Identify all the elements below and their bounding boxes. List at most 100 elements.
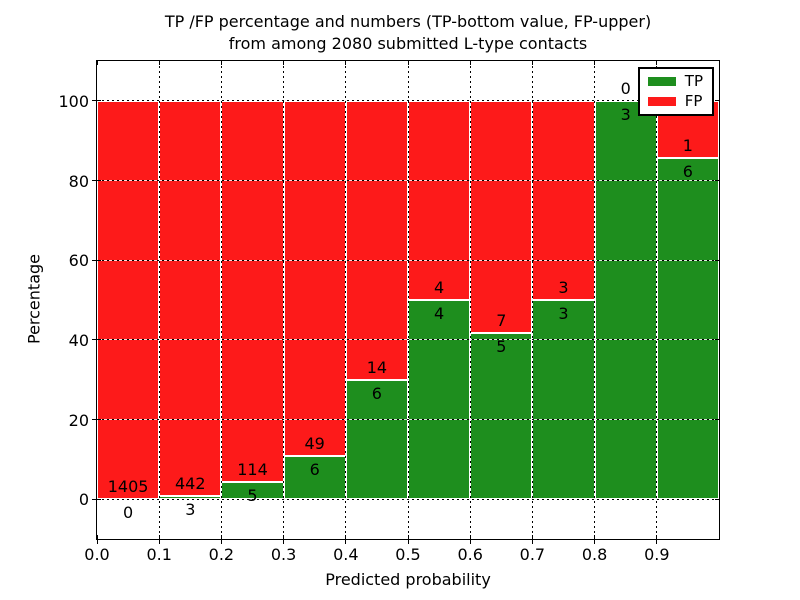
gridline-horizontal <box>97 419 719 420</box>
y-tick-label: 100 <box>58 91 89 111</box>
gridline-vertical <box>656 61 658 539</box>
x-tick-mark-top <box>345 61 347 65</box>
bar-segment-fp <box>345 100 408 380</box>
x-tick-mark <box>220 535 222 544</box>
x-tick-mark <box>158 535 160 544</box>
y-tick-mark-right <box>715 180 719 181</box>
y-tick-mark-right <box>715 259 719 261</box>
bar-label-tp: 3 <box>620 104 631 124</box>
chart-title-line1: TP /FP percentage and numbers (TP-bottom… <box>164 12 652 31</box>
bar-label-fp: 7 <box>496 311 507 331</box>
x-tick-label: 0.4 <box>333 545 359 564</box>
bar-segment-fp <box>97 100 160 500</box>
gridline-horizontal <box>97 100 719 102</box>
x-tick-label: 0.0 <box>84 545 110 564</box>
x-tick-mark-top <box>531 61 533 65</box>
chart-title-line2: from among 2080 submitted L-type contact… <box>228 34 588 53</box>
bar-label-fp: 49 <box>304 433 325 453</box>
gridline-vertical <box>469 61 471 539</box>
gridline-vertical <box>220 61 222 539</box>
x-tick-mark-top <box>656 61 658 65</box>
bar-label-tp: 6 <box>371 383 382 403</box>
bar-segment-tp <box>656 157 719 500</box>
legend-label: FP <box>684 92 703 110</box>
x-tick-mark <box>656 535 658 544</box>
x-tick-mark-top <box>96 61 98 65</box>
gridline-horizontal <box>97 180 719 181</box>
bar-segment-tp <box>470 333 533 500</box>
y-tick-label: 0 <box>78 490 89 510</box>
y-tick-mark-right <box>715 419 719 420</box>
gridline-vertical <box>531 61 533 539</box>
y-tick-mark-right <box>715 100 719 102</box>
x-tick-mark <box>469 535 471 544</box>
plot-area: TP FP 1405 0 442 3 114 5 49 6 14 6 4 4 7 5 3 3 0 3 1 6 0.0 0.1… <box>58 60 720 563</box>
gridline-vertical <box>594 61 596 539</box>
y-tick-label: 60 <box>68 251 89 271</box>
gridline-vertical <box>283 61 285 539</box>
y-tick-mark <box>92 259 101 261</box>
bar-segment-tp <box>532 300 595 500</box>
bar-label-fp: 14 <box>366 357 388 377</box>
legend-entry: FP <box>647 92 703 110</box>
x-tick-label: 0.6 <box>457 545 483 564</box>
bar-label-tp: 3 <box>185 500 196 520</box>
x-tick-mark <box>345 535 347 544</box>
bar-label-tp: 0 <box>123 503 134 523</box>
y-tick-mark <box>92 498 101 500</box>
x-tick-mark-top <box>220 61 222 65</box>
bar-label-tp: 5 <box>247 486 258 506</box>
bar-segment-tp <box>594 100 657 500</box>
legend-label: TP <box>684 72 703 90</box>
x-tick-mark <box>283 535 285 544</box>
x-tick-label: 0.1 <box>146 545 172 564</box>
bar-label-fp: 114 <box>237 460 268 480</box>
bar-label-tp: 4 <box>434 304 445 323</box>
bar-segment-tp <box>408 300 471 500</box>
bar-label-fp: 4 <box>434 278 445 297</box>
legend-swatch-fp-icon <box>647 97 676 106</box>
x-axis-label: Predicted probability <box>325 570 491 589</box>
y-tick-mark-right <box>715 498 719 500</box>
bar-segment-fp <box>532 100 595 300</box>
bar-segment-tp <box>283 455 346 500</box>
x-tick-mark <box>594 535 596 544</box>
x-tick-label: 0.5 <box>395 545 421 564</box>
x-tick-label: 0.3 <box>270 545 297 564</box>
x-tick-mark-top <box>594 61 596 65</box>
y-tick-mark <box>92 100 101 102</box>
bar-segment-fp <box>221 100 284 483</box>
legend-swatch-tp-icon <box>647 77 676 86</box>
bar-label-fp: 1405 <box>107 477 149 497</box>
gridline-vertical <box>407 61 409 539</box>
bar-label-tp: 3 <box>558 304 569 323</box>
gridline-horizontal <box>97 339 719 341</box>
legend: TP FP <box>637 67 714 116</box>
x-tick-mark-top <box>407 61 409 65</box>
y-tick-mark <box>92 180 101 181</box>
x-tick-mark-top <box>283 61 285 65</box>
gridline-horizontal <box>97 498 719 500</box>
y-tick-mark <box>92 339 101 341</box>
legend-entry: TP <box>647 72 703 90</box>
x-tick-mark <box>96 535 98 544</box>
x-tick-mark-top <box>158 61 160 65</box>
y-tick-mark-right <box>715 339 719 341</box>
bar-label-tp: 6 <box>682 161 693 181</box>
x-tick-label: 0.9 <box>644 545 670 564</box>
x-tick-mark <box>531 535 533 544</box>
y-tick-label: 40 <box>68 330 89 350</box>
gridline-horizontal <box>97 259 719 261</box>
chart-title: TP /FP percentage and numbers (TP-bottom… <box>97 11 719 55</box>
y-tick-label: 80 <box>68 171 89 191</box>
y-tick-label: 20 <box>68 410 89 430</box>
x-tick-label: 0.8 <box>581 545 608 564</box>
bar-label-tp: 5 <box>496 337 507 357</box>
bar-label-fp: 442 <box>175 474 206 494</box>
gridline-vertical <box>158 61 160 539</box>
bar-label-tp: 6 <box>309 459 320 479</box>
bar-segment-fp <box>408 100 471 300</box>
x-tick-mark-top <box>469 61 471 65</box>
x-tick-label: 0.2 <box>208 545 235 564</box>
